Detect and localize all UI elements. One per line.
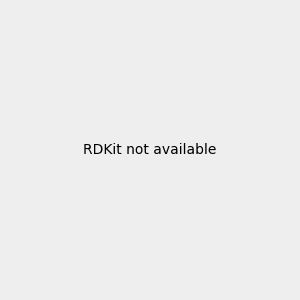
- Text: RDKit not available: RDKit not available: [83, 143, 217, 157]
